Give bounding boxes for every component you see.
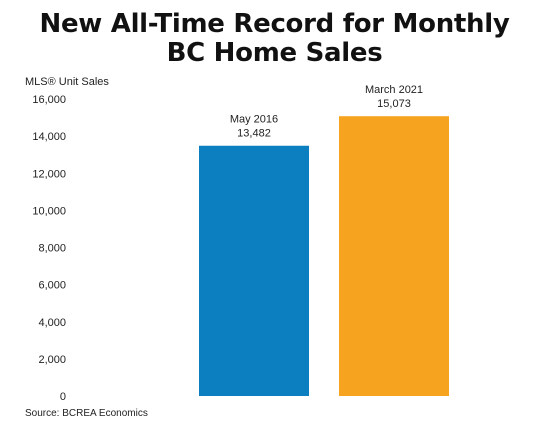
y-tick-label: 6,000 (38, 280, 66, 292)
y-tick-label: 10,000 (32, 205, 66, 217)
bar-category-label: May 2016 (230, 114, 278, 126)
bar (199, 145, 309, 396)
y-tick-label: 14,000 (32, 131, 66, 143)
chart-title-line-1: New All-Time Record for Monthly (39, 9, 510, 39)
source-note: Source: BCREA Economics (25, 408, 148, 419)
y-axis-label: MLS® Unit Sales (25, 76, 109, 88)
y-tick-label: 2,000 (38, 354, 66, 366)
chart-title: New All-Time Record for Monthly BC Home … (0, 10, 549, 68)
bar-value-label: 13,482 (237, 128, 271, 140)
chart-title-line-2: BC Home Sales (166, 38, 383, 68)
y-tick-label: 4,000 (38, 317, 66, 329)
y-tick-label: 16,000 (32, 94, 66, 106)
y-tick-label: 12,000 (32, 168, 66, 180)
y-tick-label: 0 (60, 391, 66, 403)
bar-value-label: 15,073 (377, 98, 411, 110)
bar-category-label: March 2021 (365, 84, 423, 96)
y-tick-label: 8,000 (38, 243, 66, 255)
bar (339, 116, 449, 397)
